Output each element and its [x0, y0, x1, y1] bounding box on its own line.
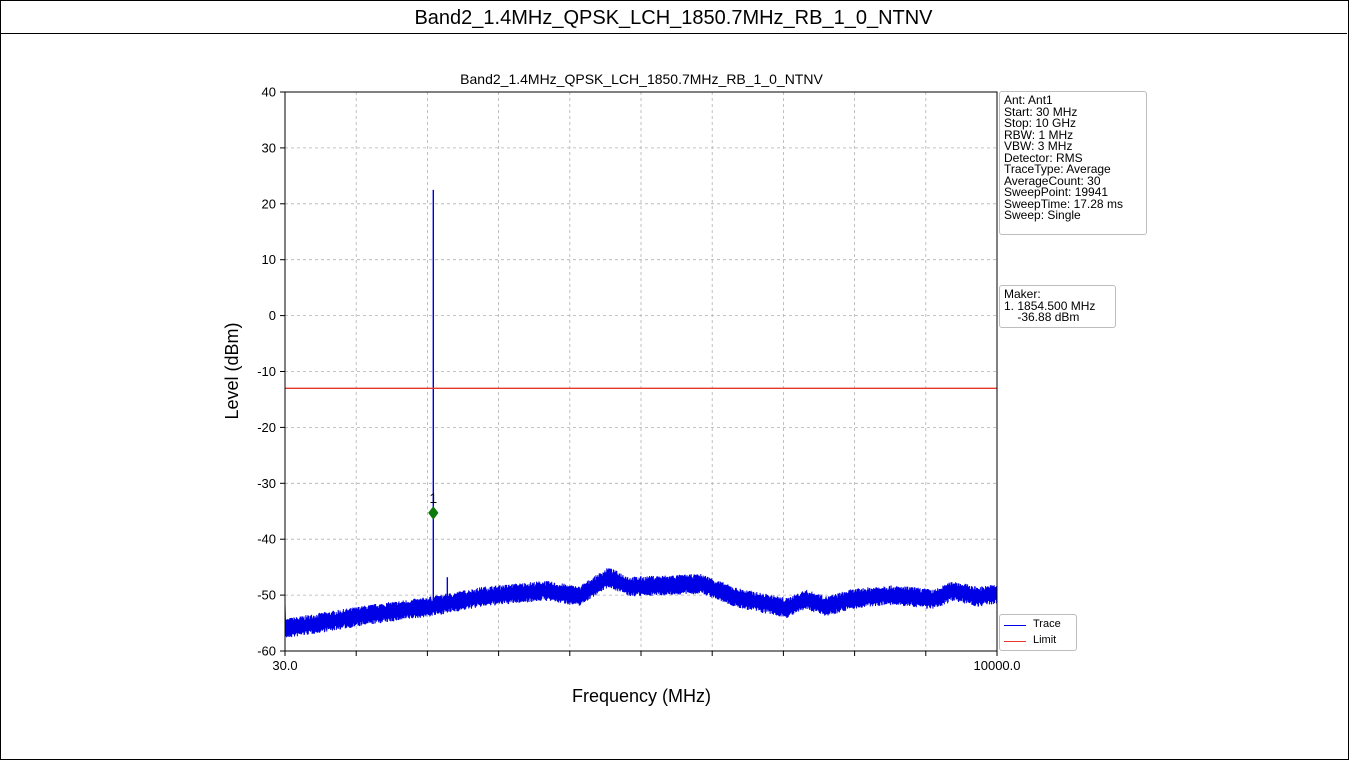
marker-point — [428, 506, 439, 520]
y-tick-label: 40 — [262, 85, 276, 100]
legend-limit-label: Limit — [1033, 634, 1057, 647]
settings-info-line: Ant: Ant1 — [1004, 93, 1053, 107]
settings-info-lines: Ant: Ant1 Start: 30 MHz Stop: 10 GHz RBW: 1… — [1004, 93, 1142, 222]
y-tick-label: -50 — [257, 588, 276, 603]
settings-info-line: Detector: RMS — [1004, 150, 1083, 165]
legend: Trace Limit — [999, 614, 1077, 651]
y-tick-label: -30 — [257, 476, 276, 491]
y-tick-label: -20 — [257, 420, 276, 435]
x-axis-label: Frequency (MHz) — [572, 686, 711, 706]
y-tick-label: 30 — [262, 140, 276, 155]
marker-label: 1 — [429, 490, 437, 506]
y-axis-label: Level (dBm) — [222, 322, 242, 419]
page-title: Band2_1.4MHz_QPSK_LCH_1850.7MHz_RB_1_0_N… — [0, 0, 1347, 34]
settings-info-line: VBW: 3 MHz — [1004, 139, 1073, 153]
marker-info-lines: Maker: 1. 1854.500 MHz -36.88 dBm — [1004, 287, 1111, 324]
legend-item-trace: Trace — [1004, 617, 1072, 633]
y-tick-label: -60 — [257, 644, 276, 659]
y-tick-label: 0 — [269, 308, 276, 323]
y-tick-label: 10 — [262, 252, 276, 267]
marker-info-line: -36.88 dBm — [1004, 310, 1080, 324]
marker-info-line: Maker: — [1004, 287, 1041, 301]
y-tick-label: -40 — [257, 532, 276, 547]
settings-info-box: Ant: Ant1 Start: 30 MHz Stop: 10 GHz RBW: 1… — [999, 91, 1147, 235]
y-tick-label: 20 — [262, 196, 276, 211]
trace-series-line — [284, 568, 998, 638]
plot-area-border — [284, 91, 998, 652]
settings-info-line: Sweep: Single — [1004, 208, 1081, 222]
settings-info-line: SweepTime: 17.28 ms — [1004, 196, 1123, 211]
chart-title: Band2_1.4MHz_QPSK_LCH_1850.7MHz_RB_1_0_N… — [460, 71, 823, 87]
x-tick-label: 10000.0 — [974, 658, 1021, 673]
settings-info-line: Start: 30 MHz — [1004, 104, 1078, 119]
y-tick-label: -10 — [257, 364, 276, 379]
legend-trace-label: Trace — [1033, 618, 1061, 631]
marker-info-line: 1. 1854.500 MHz — [1004, 298, 1096, 313]
x-tick-label: 30.0 — [272, 658, 297, 673]
legend-limit-swatch — [1004, 640, 1026, 642]
legend-trace-swatch — [1004, 624, 1026, 626]
settings-info-line: AverageCount: 30 — [1004, 173, 1101, 188]
settings-info-line: RBW: 1 MHz — [1004, 127, 1074, 142]
settings-info-line: Stop: 10 GHz — [1004, 116, 1077, 130]
marker-info-box: Maker: 1. 1854.500 MHz -36.88 dBm — [999, 285, 1116, 328]
settings-info-line: TraceType: Average — [1004, 162, 1111, 176]
settings-info-line: SweepPoint: 19941 — [1004, 185, 1109, 199]
legend-item-limit: Limit — [1004, 633, 1072, 649]
